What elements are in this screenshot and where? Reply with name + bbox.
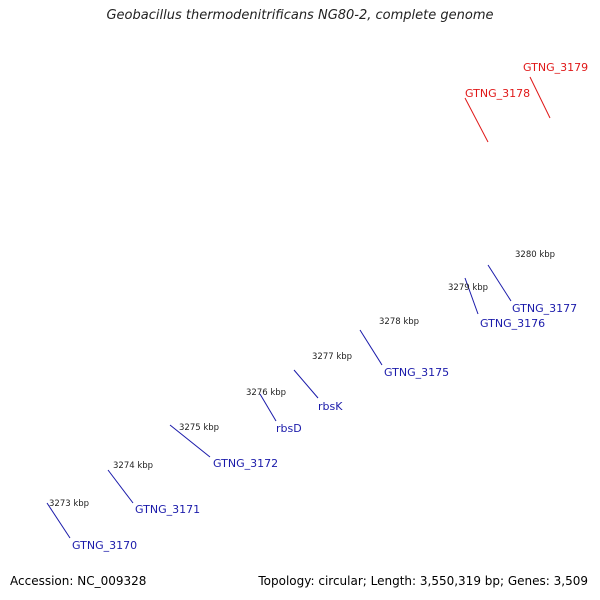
gene-label: GTNG_3177: [512, 302, 577, 315]
scale-label: 3274 kbp: [113, 461, 153, 471]
leader-line: [359, 329, 383, 366]
gene-label: GTNG_3171: [135, 503, 200, 516]
gene-label: GTNG_3172: [213, 457, 278, 470]
map-title: Geobacillus thermodenitrificans NG80-2, …: [106, 8, 494, 23]
scale-label: 3279 kbp: [448, 283, 488, 293]
gene-label: GTNG_3176: [480, 317, 545, 330]
leader-line: [464, 277, 479, 315]
leader-line: [293, 369, 319, 399]
scale-label: 3278 kbp: [379, 317, 419, 327]
gene-label: GTNG_3178: [465, 87, 530, 100]
leader-line: [46, 502, 71, 539]
leader-line: [529, 76, 551, 119]
label-leader-lines: [46, 76, 551, 539]
scale-label: 3280 kbp: [515, 250, 555, 260]
scale-label: 3275 kbp: [179, 423, 219, 433]
leader-line: [464, 97, 489, 143]
scale-label: 3277 kbp: [312, 352, 352, 362]
leader-line: [107, 469, 134, 504]
gene-label: rbsK: [318, 400, 343, 413]
gene-label: GTNG_3170: [72, 539, 137, 552]
scale-labels: 3273 kbp 3274 kbp 3275 kbp 3276 kbp 3277 kbp…: [49, 250, 555, 509]
topology-summary: Topology: circular; Length: 3,550,319 bp…: [258, 574, 588, 588]
gene-labels: GTNG_3170 GTNG_3171 GTNG_3172 rbsD rbsK GTNG_…: [72, 61, 588, 552]
gene-label: GTNG_3179: [523, 61, 588, 74]
scale-label: 3276 kbp: [246, 388, 286, 398]
leader-line: [169, 424, 211, 458]
leader-line: [487, 264, 512, 302]
gene-label: GTNG_3175: [384, 366, 449, 379]
accession-text: Accession: NC_009328: [10, 574, 147, 588]
gene-label: rbsD: [276, 422, 302, 435]
leader-line: [259, 393, 277, 422]
scale-label: 3273 kbp: [49, 499, 89, 509]
